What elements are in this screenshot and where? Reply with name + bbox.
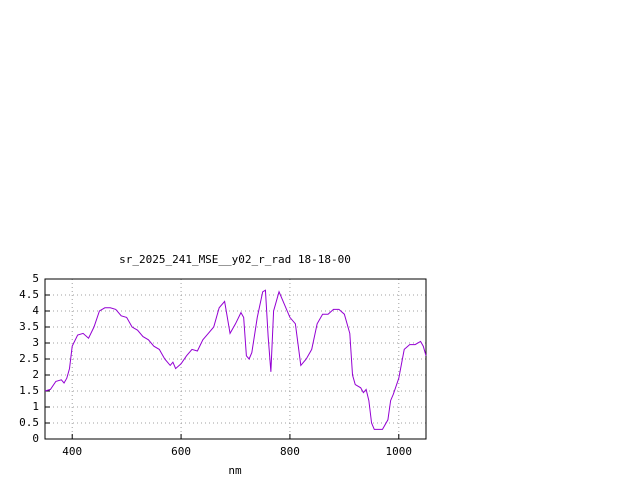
y-tick-label: 4 <box>32 304 39 317</box>
y-tick-label: 1 <box>32 400 39 413</box>
y-tick-label: 0 <box>32 432 39 445</box>
chart-title: sr_2025_241_MSE__y02_r_rad 18-18-00 <box>119 253 351 266</box>
y-tick-label: 5 <box>32 272 39 285</box>
x-tick-label: 400 <box>62 445 82 458</box>
data-line <box>44 289 427 430</box>
x-tick-label: 600 <box>171 445 191 458</box>
y-tick-label: 2 <box>32 368 39 381</box>
x-tick-label: 800 <box>280 445 300 458</box>
x-tick-label: 1000 <box>386 445 413 458</box>
y-tick-label: 1.5 <box>19 384 39 397</box>
y-tick-label: 0.5 <box>19 416 39 429</box>
plot-border <box>44 278 427 440</box>
y-tick-label: 3 <box>32 336 39 349</box>
x-axis-label: nm <box>228 464 242 477</box>
y-tick-label: 2.5 <box>19 352 39 365</box>
y-tick-label: 4.5 <box>19 288 39 301</box>
y-tick-label: 3.5 <box>19 320 39 333</box>
